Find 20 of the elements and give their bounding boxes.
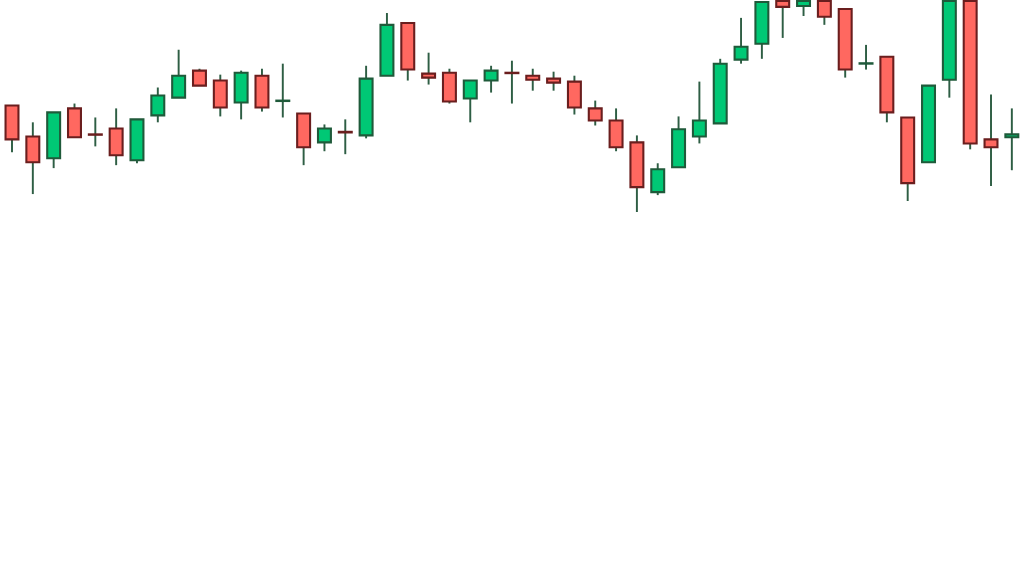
candlestick xyxy=(691,80,707,145)
candlestick xyxy=(504,59,520,105)
candlestick xyxy=(87,116,103,148)
candlestick xyxy=(733,16,749,65)
candlestick xyxy=(421,51,437,86)
candlestick xyxy=(150,86,166,124)
candlestick xyxy=(462,79,478,124)
candlestick xyxy=(275,62,291,119)
candlestick xyxy=(816,0,832,26)
candlestick xyxy=(587,99,603,127)
candlestick xyxy=(775,0,791,39)
candlestick xyxy=(316,123,332,153)
candlestick xyxy=(483,64,499,94)
candlestick xyxy=(546,70,562,92)
candlestick xyxy=(858,43,874,71)
candlestick xyxy=(650,162,666,197)
candlestick xyxy=(171,48,187,99)
candlestick xyxy=(525,67,541,92)
candlestick xyxy=(1004,107,1020,172)
candlestick xyxy=(983,93,999,188)
